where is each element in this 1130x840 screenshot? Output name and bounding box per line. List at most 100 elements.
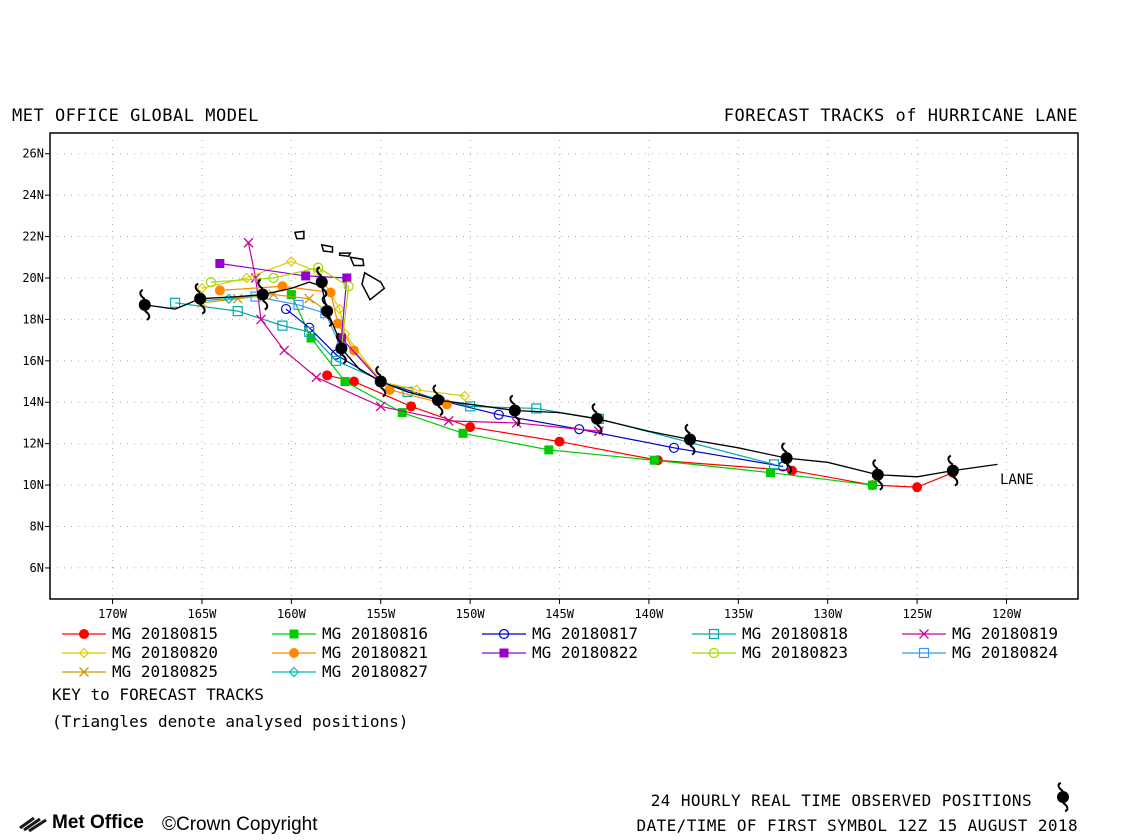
y-tick-label: 14N — [22, 395, 44, 409]
forecast-point — [554, 436, 565, 447]
forecast-point — [322, 370, 333, 381]
island-outline — [320, 243, 334, 253]
forecast-point — [170, 297, 181, 308]
forecast-point — [493, 409, 504, 420]
forecast-point — [279, 345, 290, 356]
forecast-point — [443, 415, 454, 426]
forecast-point — [286, 290, 296, 300]
forecast-point — [330, 355, 342, 366]
x-tick-label: 140W — [634, 607, 664, 621]
hurricane-symbol — [138, 289, 151, 321]
y-tick-label: 24N — [22, 188, 44, 202]
forecast-point — [397, 408, 407, 418]
forecast-point — [256, 314, 266, 325]
forecast-point — [343, 281, 354, 292]
forecast-point — [336, 333, 346, 343]
hurricane-symbol-icon — [1057, 782, 1069, 812]
legend-label: MG 20180818 — [742, 624, 848, 643]
y-tick-label: 18N — [22, 312, 44, 326]
map-frame — [49, 132, 1079, 600]
legend-label: MG 20180817 — [532, 624, 638, 643]
x-tick-label: 125W — [903, 607, 933, 621]
island-outline — [349, 256, 365, 267]
forecast-point — [332, 318, 343, 329]
hurricane-symbol — [256, 278, 269, 311]
forecast-point — [342, 273, 352, 283]
legend-swatch — [692, 647, 736, 659]
legend-key-title: KEY to FORECAST TRACKS — [52, 685, 264, 704]
forecast-point — [311, 372, 322, 383]
met-office-brand: Met Office — [52, 812, 144, 833]
forecast-point — [232, 306, 243, 317]
hurricane-symbol — [591, 402, 604, 435]
forecast-track-series — [215, 258, 386, 387]
forecast-point — [375, 401, 386, 412]
hurricane-symbol — [946, 454, 959, 487]
legend-swatch — [902, 647, 946, 659]
forecast-point — [215, 258, 225, 268]
forecast-point — [867, 480, 877, 490]
forecast-tracks — [170, 237, 958, 493]
forecast-point — [325, 287, 336, 298]
observed-track — [138, 266, 998, 491]
forecast-track-line — [326, 374, 954, 488]
y-tick-label: 6N — [30, 561, 44, 575]
legend-label: MG 20180827 — [322, 662, 428, 681]
hurricane-symbol — [871, 458, 884, 491]
y-tick-label: 20N — [22, 271, 44, 285]
x-tick-label: 130W — [813, 607, 843, 621]
island-outline — [338, 252, 352, 258]
forecast-track-line — [201, 260, 465, 397]
hurricane-symbol — [431, 384, 444, 417]
legend-marker — [498, 628, 510, 640]
legend-label: MG 20180821 — [322, 643, 428, 662]
met-office-logo-icon — [19, 816, 47, 832]
legend-label: MG 20180822 — [532, 643, 638, 662]
legend-label: MG 20180823 — [742, 643, 848, 662]
forecast-point — [243, 237, 254, 248]
forecast-point — [293, 299, 304, 311]
legend-label: MG 20180819 — [952, 624, 1058, 643]
legend-swatch — [62, 629, 106, 639]
forecast-point — [286, 256, 297, 267]
forecast-point — [205, 277, 217, 288]
x-tick-label: 170W — [98, 607, 128, 621]
legend-label: MG 20180815 — [112, 624, 218, 643]
met-office-logo: Met Office — [18, 812, 144, 834]
forecast-point — [348, 345, 359, 356]
observed-track-line — [144, 281, 998, 478]
legend-swatch — [272, 666, 316, 678]
forecast-point — [306, 333, 316, 343]
first-symbol-datetime: DATE/TIME OF FIRST SYMBOL 12Z 15 AUGUST … — [636, 816, 1078, 835]
forecast-track-series — [286, 290, 877, 490]
map-grid — [50, 133, 1078, 599]
forecast-track-series — [322, 370, 958, 493]
island-outline — [361, 271, 386, 301]
forecast-point — [649, 455, 659, 465]
forecast-point — [340, 377, 350, 387]
x-tick-label: 155W — [366, 607, 396, 621]
forecast-point — [768, 459, 780, 470]
legend-swatch — [482, 648, 526, 658]
hurricane-symbol — [315, 266, 328, 299]
forecast-track-series — [214, 281, 452, 410]
legend-marker — [919, 629, 929, 639]
legend-key-note: (Triangles denote analysed positions) — [52, 712, 409, 731]
forecast-point — [912, 482, 923, 493]
forecast-point — [531, 403, 542, 414]
legend-marker — [499, 648, 509, 658]
x-tick-label: 135W — [724, 607, 754, 621]
forecast-point — [465, 401, 476, 412]
y-tick-label: 16N — [22, 354, 44, 368]
forecast-point — [268, 272, 279, 284]
legend-swatch — [62, 647, 106, 659]
forecast-point — [214, 285, 225, 296]
x-tick-label: 120W — [992, 607, 1022, 621]
forecast-point — [277, 320, 288, 331]
crown-copyright: ©Crown Copyright — [162, 814, 318, 835]
forecast-point — [304, 293, 315, 304]
legend-swatch — [272, 648, 316, 658]
forecast-track-line — [219, 285, 448, 405]
forecast-point — [406, 401, 417, 412]
